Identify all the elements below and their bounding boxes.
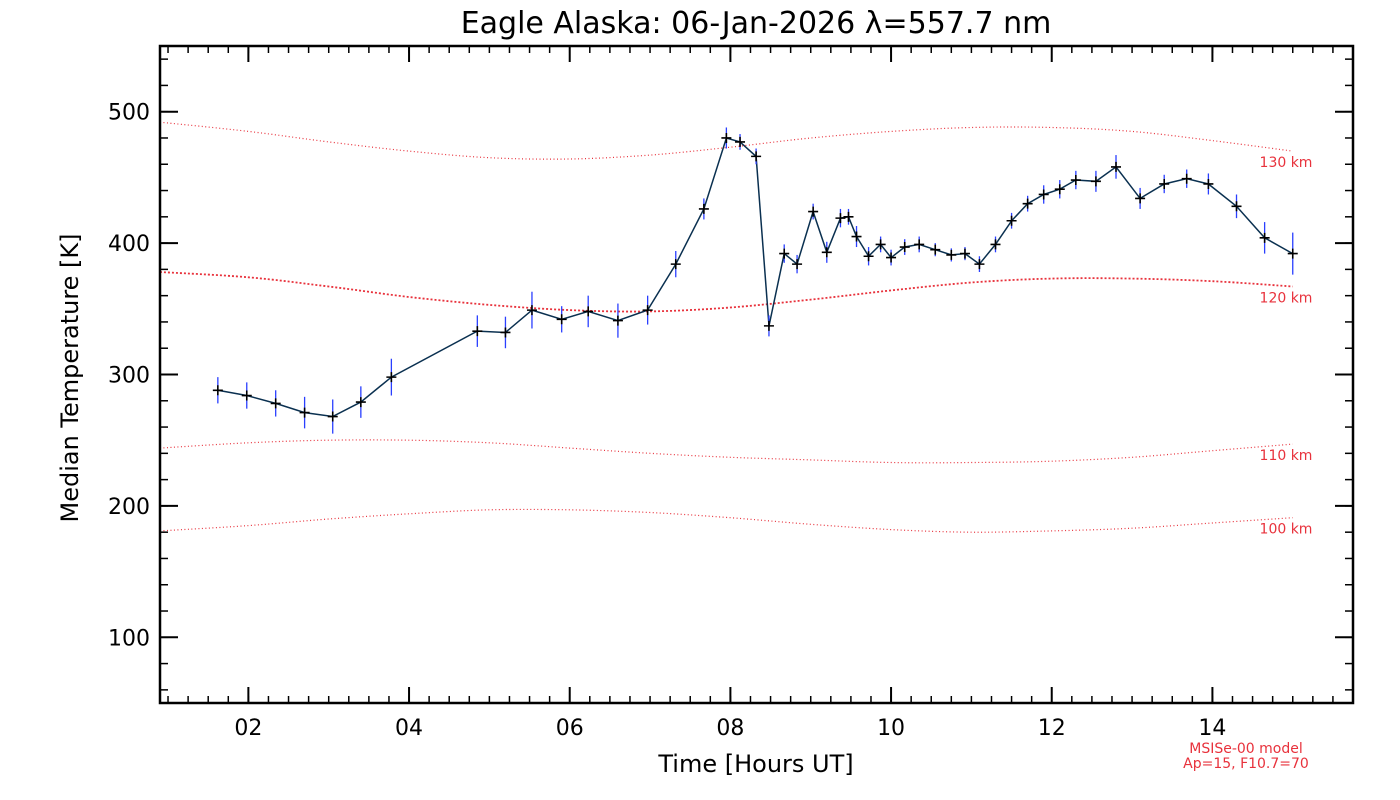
axes: 02 04 06 08 10 12 14 100 200 300 400 500 <box>108 44 1355 741</box>
data-point <box>270 398 281 409</box>
data-point <box>556 314 567 325</box>
data-point <box>1006 215 1017 226</box>
data-point <box>500 327 511 338</box>
data-point <box>472 326 483 337</box>
data-point <box>946 249 957 260</box>
y-tick-label: 500 <box>108 101 150 126</box>
data-point <box>386 372 397 383</box>
data-point <box>851 231 862 242</box>
series-line <box>217 137 1294 418</box>
data-point <box>670 259 681 270</box>
data-point <box>1231 201 1242 212</box>
data-point <box>779 248 790 259</box>
data-point <box>886 252 897 263</box>
data-point <box>930 244 941 255</box>
y-tick-label: 100 <box>108 626 150 651</box>
data-point <box>1070 175 1081 186</box>
x-tick-label: 04 <box>395 716 423 741</box>
data-point <box>763 320 774 331</box>
data-point <box>721 132 732 143</box>
x-tick-label: 14 <box>1198 716 1226 741</box>
model-note-line-2: Ap=15, F10.7=70 <box>1183 756 1309 772</box>
data-point <box>327 411 338 422</box>
model-label-130-km: 130 km <box>1260 155 1313 171</box>
data-series <box>212 127 1298 434</box>
data-point <box>914 239 925 250</box>
x-tick-label: 02 <box>234 716 262 741</box>
model-note-line-1: MSISe-00 model <box>1189 741 1303 757</box>
model-curve-120-km <box>159 271 1293 313</box>
data-point <box>526 305 537 316</box>
x-tick-label: 06 <box>556 716 584 741</box>
data-point <box>642 305 653 316</box>
data-point <box>299 407 310 418</box>
model-curve-110-km <box>159 439 1293 464</box>
data-point <box>735 136 746 147</box>
data-point <box>843 211 854 222</box>
x-tick-label: 10 <box>877 716 905 741</box>
data-point <box>1287 248 1298 259</box>
data-point <box>1181 173 1192 184</box>
data-point <box>1022 198 1033 209</box>
data-point <box>990 239 1001 250</box>
data-point <box>792 259 803 270</box>
model-curve-100-km <box>159 508 1293 533</box>
data-point <box>698 203 709 214</box>
model-curves: 130 km 120 km 110 km 100 km <box>159 121 1313 538</box>
x-tick-label: 08 <box>716 716 744 741</box>
data-point <box>899 242 910 253</box>
data-point <box>808 206 819 217</box>
model-label-110-km: 110 km <box>1260 448 1313 464</box>
data-point <box>583 306 594 317</box>
data-point <box>212 385 223 396</box>
data-point <box>821 247 832 258</box>
chart-title: Eagle Alaska: 06-Jan-2026 λ=557.7 nm <box>461 6 1052 41</box>
y-tick-label: 400 <box>108 232 150 257</box>
data-point <box>1090 176 1101 187</box>
y-tick-label: 200 <box>108 495 150 520</box>
data-point <box>959 248 970 259</box>
data-point <box>1259 232 1270 243</box>
data-point <box>875 239 886 250</box>
data-point <box>241 390 252 401</box>
x-axis-label: Time [Hours UT] <box>657 750 853 778</box>
data-point <box>1054 184 1065 195</box>
data-point <box>751 151 762 162</box>
y-tick-label: 300 <box>108 364 150 389</box>
data-point <box>1038 189 1049 200</box>
y-axis-label: Median Temperature [K] <box>56 233 84 522</box>
data-point <box>863 251 874 262</box>
data-point <box>355 397 366 408</box>
model-label-120-km: 120 km <box>1260 290 1313 306</box>
data-point <box>612 315 623 326</box>
data-point <box>974 259 985 270</box>
x-tick-label: 12 <box>1038 716 1066 741</box>
data-point <box>1111 161 1122 172</box>
data-point <box>835 213 846 224</box>
data-point <box>1203 178 1214 189</box>
model-label-100-km: 100 km <box>1260 522 1313 538</box>
model-curve-130-km <box>159 121 1293 160</box>
data-point <box>1135 193 1146 204</box>
data-point <box>1159 178 1170 189</box>
